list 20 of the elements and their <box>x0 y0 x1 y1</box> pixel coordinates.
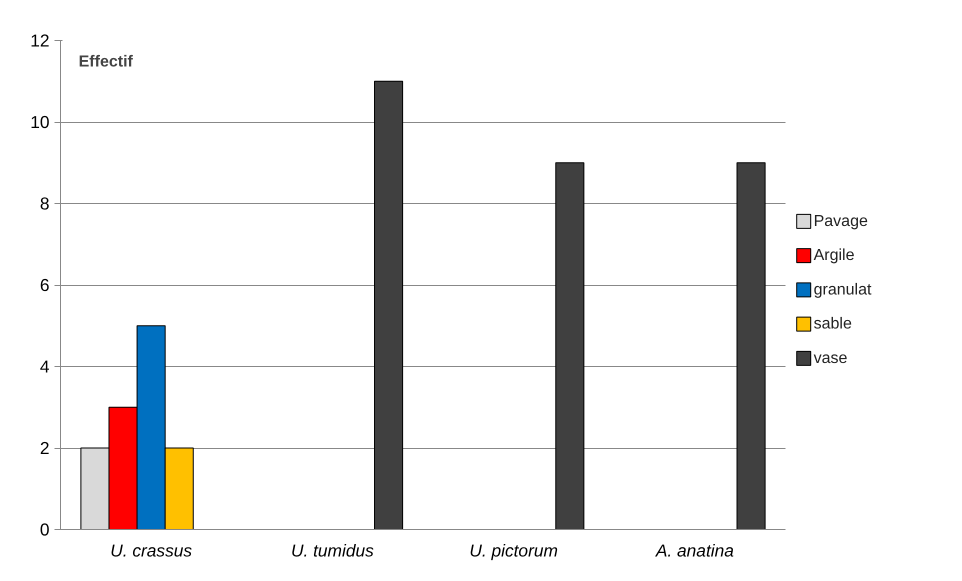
y-tick-label: 4 <box>40 356 50 376</box>
x-tick-label: U. tumidus <box>290 540 374 560</box>
y-tick-label: 2 <box>40 438 50 458</box>
y-tick-label: 0 <box>40 520 50 540</box>
legend-label: vase <box>814 350 848 367</box>
bar <box>374 80 404 530</box>
legend-label: Argile <box>814 247 855 264</box>
x-tick-label: A. anatina <box>654 540 734 560</box>
y-tick-label: 8 <box>40 194 50 214</box>
x-tick-label: U. crassus <box>110 540 192 560</box>
y-tick-label: 10 <box>30 112 50 132</box>
legend-label: granulat <box>814 281 872 298</box>
legend-label: sable <box>814 316 852 333</box>
text: Effectif <box>78 54 134 70</box>
bar <box>736 162 766 530</box>
y-tick-label: 6 <box>40 275 50 295</box>
x-tick-label: U. pictorum <box>469 540 558 560</box>
y-tick-label: 12 <box>30 30 50 50</box>
legend-label: Pavage <box>814 212 868 230</box>
bar <box>555 162 584 530</box>
